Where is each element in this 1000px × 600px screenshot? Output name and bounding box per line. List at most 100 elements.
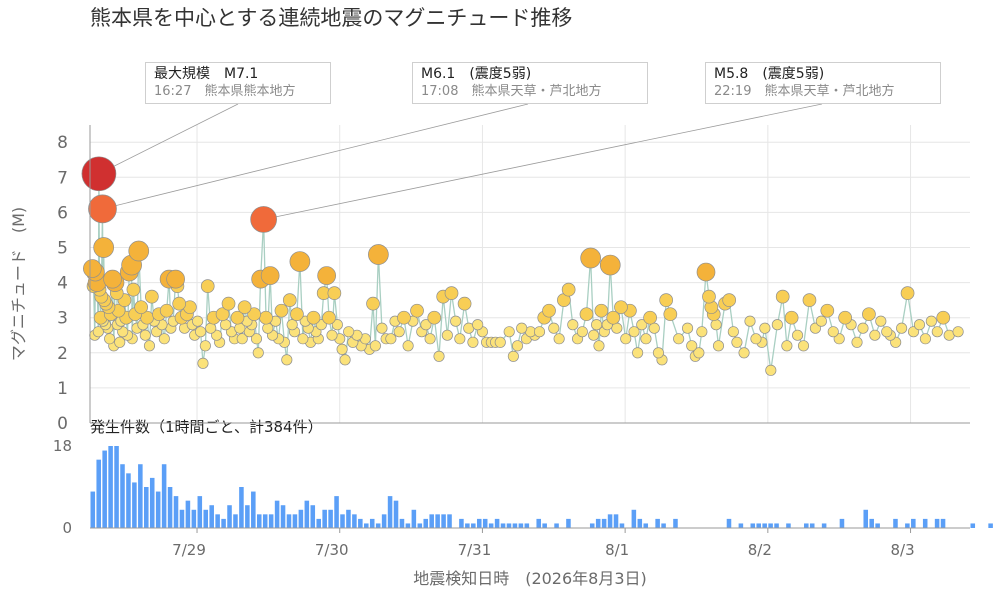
- count-bar: [274, 500, 280, 528]
- annotation-headline: 最大規模 M7.1: [154, 66, 259, 82]
- count-bar: [292, 514, 298, 528]
- magnitude-point: [393, 326, 405, 338]
- magnitude-point: [126, 282, 141, 297]
- magnitude-point: [366, 296, 380, 311]
- magnitude-point: [686, 340, 698, 352]
- magnitude-point: [286, 319, 298, 331]
- magnitude-point: [591, 319, 603, 331]
- y-tick-label: 6: [57, 203, 68, 223]
- count-bar: [209, 505, 214, 528]
- count-bar: [506, 523, 512, 528]
- magnitude-point: [114, 336, 126, 348]
- count-bar: [459, 518, 464, 528]
- magnitude-point: [420, 319, 432, 331]
- annotation-leader-line: [263, 103, 823, 220]
- magnitude-point: [727, 326, 739, 338]
- annotation-leader-line: [98, 103, 239, 175]
- magnitude-point: [750, 333, 762, 345]
- count-bar: [405, 523, 411, 528]
- magnitude-point: [454, 333, 466, 345]
- magnitude-point: [93, 237, 115, 258]
- magnitude-point: [614, 300, 628, 315]
- magnitude-point: [260, 266, 280, 285]
- count-bar: [435, 514, 440, 528]
- magnitude-point: [221, 296, 236, 311]
- count-bar: [471, 523, 476, 528]
- y-tick-label: 7: [57, 168, 68, 188]
- magnitude-point: [230, 310, 245, 325]
- x-tick-label: 8/2: [748, 541, 772, 559]
- magnitude-point: [252, 347, 264, 359]
- magnitude-point: [281, 354, 293, 366]
- count-bar: [227, 505, 232, 528]
- magnitude-point: [297, 333, 309, 345]
- count-bar: [970, 523, 976, 528]
- count-bar: [126, 473, 131, 528]
- count-bar: [518, 523, 524, 528]
- count-bar: [132, 482, 137, 528]
- magnitude-point: [143, 340, 156, 352]
- count-bar: [251, 491, 256, 528]
- count-bar: [607, 514, 613, 528]
- count-bar: [774, 523, 779, 528]
- magnitude-point: [250, 206, 277, 233]
- magnitude-points: [81, 156, 964, 376]
- magnitude-point: [722, 293, 737, 307]
- magnitude-point: [92, 326, 104, 338]
- magnitude-point: [220, 319, 232, 331]
- count-bar: [364, 523, 369, 528]
- y-tick-label: 3: [57, 309, 68, 329]
- count-bar: [286, 514, 292, 528]
- count-bar: [268, 514, 274, 528]
- x-tick-label: 7/30: [315, 541, 349, 559]
- y-axis-label: マグニチュード (M): [9, 207, 28, 361]
- y-tick-label: 8: [57, 133, 68, 153]
- magnitude-point: [857, 322, 869, 334]
- magnitude-point: [784, 310, 799, 325]
- magnitude-point: [441, 329, 453, 341]
- magnitude-point: [919, 333, 931, 345]
- axes: マグニチュード (M) 発生件数（1時間ごと、計384件） 地震検知日時 (20…: [9, 125, 970, 588]
- magnitude-point: [450, 315, 462, 327]
- magnitude-point: [259, 310, 273, 325]
- magnitude-point: [444, 286, 459, 300]
- magnitude-point: [433, 350, 445, 362]
- count-bar: [381, 514, 387, 528]
- magnitude-point: [397, 310, 411, 325]
- count-bar: [839, 518, 845, 528]
- count-bar: [738, 523, 744, 528]
- count-bar: [500, 523, 506, 528]
- count-bar: [756, 523, 761, 528]
- magnitude-point: [199, 340, 211, 352]
- count-bar: [411, 509, 417, 528]
- magnitude-point: [744, 315, 756, 327]
- magnitude-point: [410, 303, 424, 318]
- count-bar: [482, 518, 488, 528]
- magnitude-point: [931, 326, 943, 338]
- magnitude-point: [913, 319, 926, 331]
- magnitude-point: [593, 340, 605, 352]
- magnitude-point: [205, 322, 217, 334]
- count-bar: [554, 523, 559, 528]
- count-bar: [90, 491, 96, 528]
- count-bar: [643, 523, 649, 528]
- count-bar: [256, 514, 262, 528]
- count-bar: [429, 514, 434, 528]
- magnitude-point: [693, 347, 705, 359]
- count-bars: [90, 446, 993, 528]
- magnitude-point: [402, 340, 414, 352]
- magnitude-point: [759, 322, 771, 334]
- count-bar: [934, 518, 940, 528]
- magnitude-point: [599, 254, 621, 276]
- count-bar: [940, 518, 946, 528]
- x-tick-label: 7/29: [172, 541, 206, 559]
- magnitude-point: [702, 289, 716, 304]
- magnitude-point: [731, 336, 743, 348]
- magnitude-point: [588, 329, 600, 341]
- count-bar: [768, 523, 773, 528]
- count-bar: [637, 518, 643, 528]
- magnitude-point: [197, 357, 209, 369]
- chart-title: 熊本県を中心とする連続地震のマグニチュード推移: [90, 6, 573, 30]
- count-bar: [310, 505, 316, 528]
